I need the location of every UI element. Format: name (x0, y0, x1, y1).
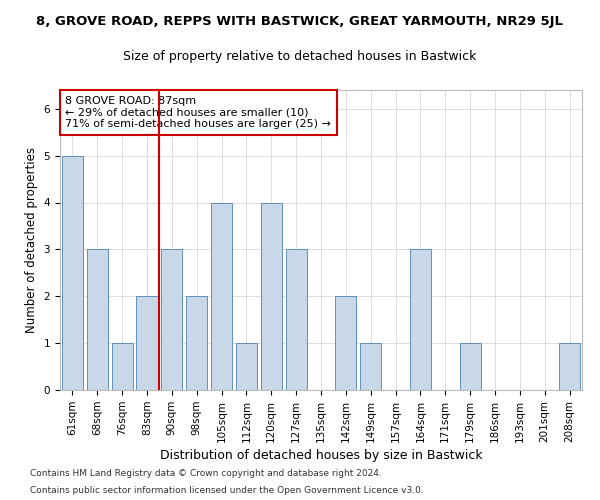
Bar (136, 296, 158, 390)
Bar (360, 343, 381, 390)
Text: 8, GROVE ROAD, REPPS WITH BASTWICK, GREAT YARMOUTH, NR29 5JL: 8, GROVE ROAD, REPPS WITH BASTWICK, GREA… (37, 15, 563, 28)
Bar (87, 250, 108, 390)
X-axis label: Distribution of detached houses by size in Bastwick: Distribution of detached houses by size … (160, 449, 482, 462)
Text: Contains HM Land Registry data © Crown copyright and database right 2024.: Contains HM Land Registry data © Crown c… (30, 468, 382, 477)
Bar (62, 156, 83, 390)
Bar (286, 250, 307, 390)
Bar (559, 343, 580, 390)
Bar (186, 296, 207, 390)
Bar (236, 343, 257, 390)
Text: 8 GROVE ROAD: 87sqm
← 29% of detached houses are smaller (10)
71% of semi-detach: 8 GROVE ROAD: 87sqm ← 29% of detached ho… (65, 96, 331, 129)
Y-axis label: Number of detached properties: Number of detached properties (25, 147, 38, 333)
Bar (112, 343, 133, 390)
Text: Contains public sector information licensed under the Open Government Licence v3: Contains public sector information licen… (30, 486, 424, 495)
Text: Size of property relative to detached houses in Bastwick: Size of property relative to detached ho… (124, 50, 476, 63)
Bar (261, 202, 282, 390)
Bar (410, 250, 431, 390)
Bar (211, 202, 232, 390)
Bar (161, 250, 182, 390)
Bar (460, 343, 481, 390)
Bar (335, 296, 356, 390)
